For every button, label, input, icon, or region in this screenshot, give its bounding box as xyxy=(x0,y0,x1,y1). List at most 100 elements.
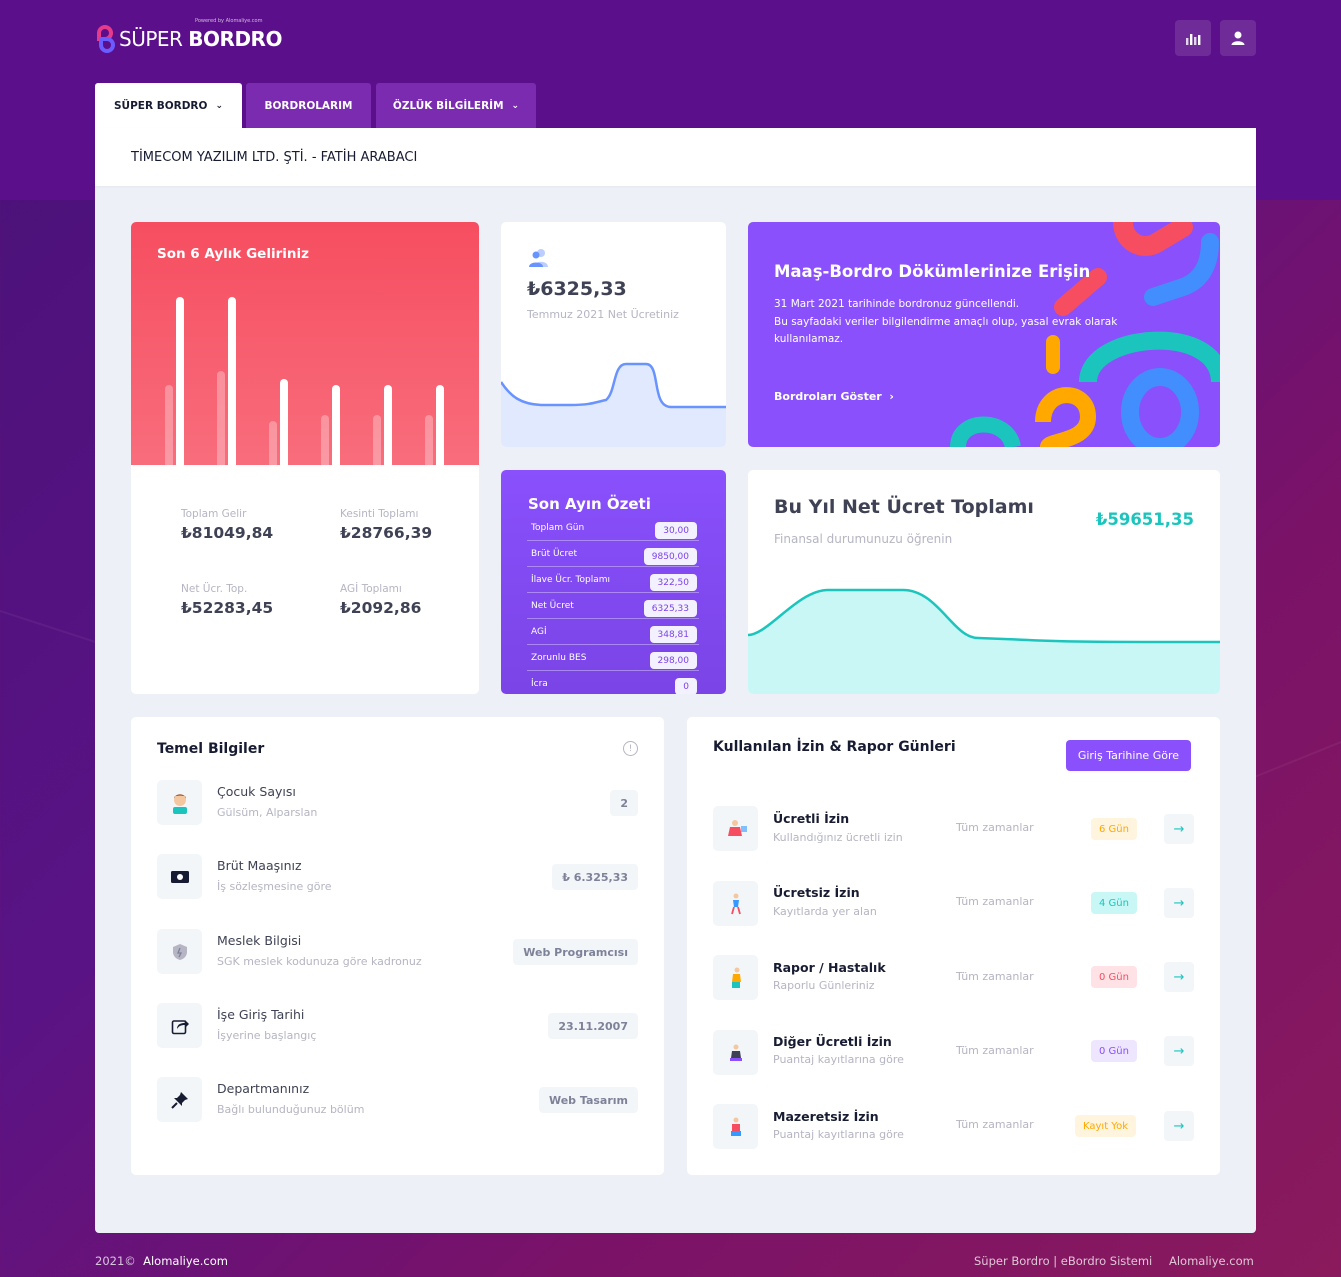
leave-period: Tüm zamanlar xyxy=(956,1118,1034,1131)
show-payrolls-link[interactable]: Bordroları Göster › xyxy=(774,390,894,403)
summary-row: Toplam Gün 30,00 xyxy=(527,518,699,541)
yearly-subtitle: Finansal durumunuzu öğrenin xyxy=(774,532,953,546)
stat-value: ₺2092,86 xyxy=(340,599,422,617)
leave-title: Ücretli İzin xyxy=(773,811,850,826)
stat-label: AGİ Toplamı xyxy=(340,583,402,595)
bar xyxy=(280,379,288,465)
leave-title: Rapor / Hastalık xyxy=(773,960,886,975)
row-value: 6325,33 xyxy=(643,600,697,617)
basic-info-card: Temel Bilgiler ! Çocuk Sayısı Gülsüm, Al… xyxy=(131,717,664,1175)
user-button[interactable] xyxy=(1220,20,1256,56)
leave-title: Diğer Ücretli İzin xyxy=(773,1034,892,1049)
footer-copyright: 2021© Alomaliye.com xyxy=(95,1254,228,1268)
pin-icon xyxy=(157,1077,202,1122)
yearly-area-chart xyxy=(748,588,1220,694)
arrow-right-icon[interactable]: → xyxy=(1164,888,1194,918)
net-salary-card: ₺6325,33 Temmuz 2021 Net Ücretiniz xyxy=(501,222,726,447)
tab-ozluk-bilgilerim[interactable]: ÖZLÜK BİLGİLERİM ⌄ xyxy=(376,83,536,128)
leave-period: Tüm zamanlar xyxy=(956,970,1034,983)
row-label: AGİ xyxy=(531,627,547,637)
arrow-right-icon[interactable]: → xyxy=(1164,962,1194,992)
row-value: 30,00 xyxy=(655,522,697,539)
sick-leave-illustration-icon xyxy=(713,955,758,1000)
stat-value: ₺81049,84 xyxy=(181,524,274,542)
bar-faded xyxy=(373,415,381,465)
arrow-right-icon[interactable]: → xyxy=(1164,1036,1194,1066)
other-paid-leave-illustration-icon xyxy=(713,1030,758,1075)
row-label: İlave Ücr. Toplamı xyxy=(531,575,610,585)
money-icon xyxy=(157,854,202,899)
summary-row: Brüt Ücret 9850,00 xyxy=(527,544,699,567)
summary-row: Zorunlu BES 298,00 xyxy=(527,648,699,671)
item-badge: ₺ 6.325,33 xyxy=(552,864,638,890)
item-badge: Web Tasarım xyxy=(538,1087,638,1113)
leave-subtitle: Kayıtlarda yer alan xyxy=(773,905,877,918)
bar-faded xyxy=(425,415,433,465)
leave-badge: Kayıt Yok xyxy=(1075,1115,1136,1137)
tab-label: BORDROLARIM xyxy=(264,99,353,112)
users-icon xyxy=(529,249,548,267)
main-content: TİMECOM YAZILIM LTD. ŞTİ. - FATİH ARABAC… xyxy=(95,128,1256,1233)
tab-label: SÜPER BORDRO xyxy=(114,99,208,112)
item-badge: 2 xyxy=(610,790,638,816)
bar-faded xyxy=(165,385,173,465)
summary-row: İlave Ücr. Toplamı 322,50 xyxy=(527,570,699,593)
item-title: Çocuk Sayısı xyxy=(217,784,296,799)
logo-mark-icon xyxy=(95,23,117,55)
leave-period: Tüm zamanlar xyxy=(956,1044,1034,1057)
child-avatar-icon xyxy=(157,780,202,825)
leave-badge: 4 Gün xyxy=(1091,892,1137,914)
chevron-right-icon: › xyxy=(885,390,894,403)
leave-days-card: Kullanılan İzin & Rapor Günleri Giriş Ta… xyxy=(687,717,1220,1175)
item-title: Brüt Maaşınız xyxy=(217,858,302,873)
section-title: Temel Bilgiler xyxy=(157,741,265,757)
shield-icon xyxy=(157,929,202,974)
item-title: Departmanınız xyxy=(217,1081,310,1096)
leave-badge: 0 Gün xyxy=(1091,1040,1137,1062)
row-label: Zorunlu BES xyxy=(531,653,587,663)
bar-faded xyxy=(269,421,277,465)
row-label: Toplam Gün xyxy=(531,523,585,533)
arrow-right-icon[interactable]: → xyxy=(1164,1111,1194,1141)
item-badge: 23.11.2007 xyxy=(548,1013,638,1039)
share-arrow-icon xyxy=(157,1003,202,1048)
unpaid-leave-illustration-icon xyxy=(713,881,758,926)
stat-label: Toplam Gelir xyxy=(181,508,247,520)
item-subtitle: Gülsüm, Alparslan xyxy=(217,806,318,819)
item-subtitle: İşyerine başlangıç xyxy=(217,1029,317,1042)
last-month-summary: Son Ayın Özeti Toplam Gün 30,00 Brüt Ücre… xyxy=(501,470,726,694)
yearly-title: Bu Yıl Net Ücret Toplamı xyxy=(774,496,1034,518)
yearly-value: ₺59651,35 xyxy=(1095,510,1194,529)
banner-text: 31 Mart 2021 tarihinde bordronuz güncell… xyxy=(774,298,1020,310)
row-value: 0 xyxy=(675,678,697,694)
bar xyxy=(228,297,236,465)
filter-by-start-date-button[interactable]: Giriş Tarihine Göre xyxy=(1065,740,1191,771)
row-value: 298,00 xyxy=(649,652,697,669)
summary-title: Son Ayın Özeti xyxy=(528,495,651,513)
info-icon[interactable]: ! xyxy=(623,741,638,756)
footer-system-link[interactable]: Süper Bordro | eBordro Sistemi xyxy=(974,1254,1153,1268)
stat-label: Net Ücr. Top. xyxy=(181,583,248,595)
leave-title: Ücretsiz İzin xyxy=(773,885,860,900)
tab-super-bordro[interactable]: SÜPER BORDRO ⌄ xyxy=(95,83,242,128)
leave-period: Tüm zamanlar xyxy=(956,895,1034,908)
bar xyxy=(332,385,340,465)
summary-row: Net Ücret 6325,33 xyxy=(527,596,699,619)
bar xyxy=(436,385,444,465)
row-value: 348,81 xyxy=(649,626,697,643)
bar-chart-icon xyxy=(1186,34,1201,45)
stat-label: Kesinti Toplamı xyxy=(340,508,419,520)
stats-button[interactable] xyxy=(1175,20,1211,56)
summary-row: AGİ 348,81 xyxy=(527,622,699,645)
brand-logo[interactable]: SÜPER BORDRO Powered by Alomaliye.com xyxy=(95,18,282,56)
link-label: Bordroları Göster xyxy=(774,390,882,403)
footer-site-link[interactable]: Alomaliye.com xyxy=(1169,1254,1254,1268)
tab-bordrolarim[interactable]: BORDROLARIM xyxy=(246,83,371,128)
item-badge: Web Programcısı xyxy=(513,939,638,965)
footer-site-link[interactable]: Alomaliye.com xyxy=(143,1254,228,1268)
leave-title: Mazeretsiz İzin xyxy=(773,1109,879,1124)
unexcused-leave-illustration-icon xyxy=(713,1104,758,1149)
bar-faded xyxy=(217,371,225,465)
income-card: Son 6 Aylık Geliriniz Toplam Gelir ₺8104… xyxy=(131,222,479,694)
arrow-right-icon[interactable]: → xyxy=(1164,814,1194,844)
